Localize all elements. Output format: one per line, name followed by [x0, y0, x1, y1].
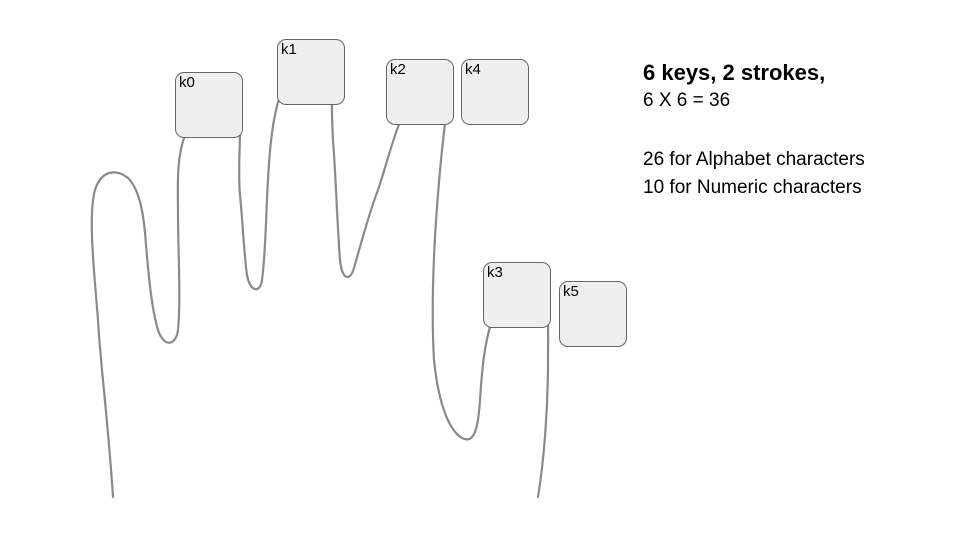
key-label: k2 — [390, 61, 406, 78]
key-label: k1 — [281, 41, 297, 58]
key-k2: k2 — [386, 59, 454, 125]
key-k3: k3 — [483, 262, 551, 328]
key-label: k4 — [465, 61, 481, 78]
key-k0: k0 — [175, 72, 243, 138]
numeric-count-text: 10 for Numeric characters — [643, 177, 862, 198]
alphabet-count-text: 26 for Alphabet characters — [643, 149, 865, 170]
formula-text: 6 X 6 = 36 — [643, 90, 731, 111]
key-k1: k1 — [277, 39, 345, 105]
key-label: k5 — [563, 283, 579, 300]
key-label: k3 — [487, 264, 503, 281]
key-k4: k4 — [461, 59, 529, 125]
headline-text: 6 keys, 2 strokes, — [643, 60, 826, 85]
key-label: k0 — [179, 74, 195, 91]
key-k5: k5 — [559, 281, 627, 347]
